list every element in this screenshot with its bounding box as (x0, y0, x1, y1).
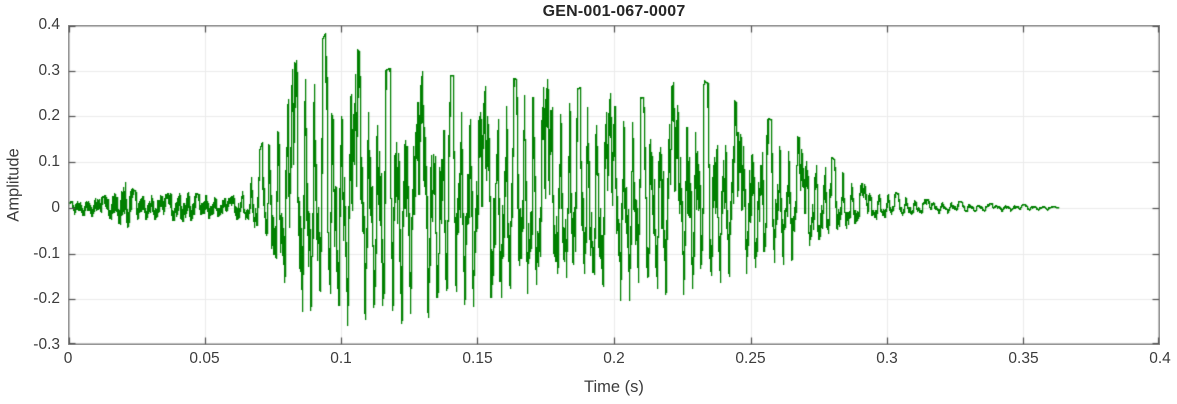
waveform-canvas (68, 25, 1160, 345)
y-tick-label: 0 (51, 198, 60, 216)
y-tick-label: -0.2 (33, 290, 60, 308)
x-tick-label: 0 (63, 350, 73, 367)
y-tick-label: 0.1 (38, 153, 60, 171)
y-tick-label: 0.4 (38, 16, 60, 33)
plot-area (68, 25, 1160, 345)
y-tick-label: -0.3 (33, 336, 60, 353)
x-tick-label: 0.25 (735, 350, 766, 367)
y-tick-label: 0.3 (38, 61, 60, 79)
x-tick-label: 0.1 (330, 350, 352, 367)
y-tick-label: -0.1 (33, 244, 60, 262)
x-tick-label: 0.3 (876, 350, 898, 367)
x-tick-label: 0.2 (603, 350, 625, 367)
x-tick-label: 0.05 (189, 350, 220, 367)
x-tick-label: 0.4 (1149, 350, 1171, 367)
x-tick-label: 0.35 (1008, 350, 1039, 367)
x-axis-label: Time (s) (584, 378, 644, 396)
chart-title: GEN-001-067-0007 (542, 3, 686, 20)
y-tick-label: 0.2 (38, 107, 60, 125)
x-tick-label: 0.15 (462, 350, 493, 367)
